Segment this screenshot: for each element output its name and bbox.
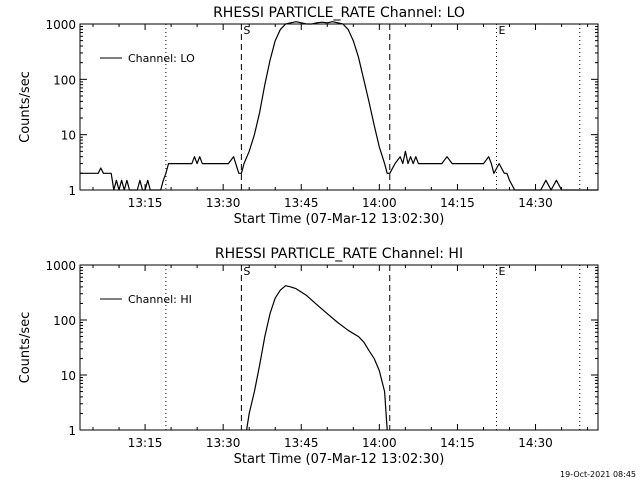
x-tick-label: 13:45 — [284, 196, 319, 210]
y-axis-label: Counts/sec — [18, 71, 33, 143]
x-tick-label: 14:30 — [518, 196, 553, 210]
legend-label: Channel: LO — [128, 52, 195, 65]
y-tick-label: 1000 — [45, 18, 76, 32]
x-axis-label: Start Time (07-Mar-12 13:02:30) — [234, 212, 445, 227]
y-tick-label: 1000 — [45, 259, 76, 273]
series-line — [80, 21, 598, 191]
y-tick-label: 10 — [61, 129, 76, 143]
y-tick-label: 100 — [53, 73, 76, 87]
chart-title: RHESSI PARTICLE_RATE Channel: LO — [213, 5, 465, 21]
x-axis-label: Start Time (07-Mar-12 13:02:30) — [234, 452, 445, 467]
plot-frame — [79, 264, 599, 431]
x-tick-label: 13:30 — [206, 196, 241, 210]
x-tick-label: 14:30 — [518, 436, 553, 450]
marker-label: S — [243, 24, 250, 37]
marker-label: E — [498, 24, 505, 37]
x-tick-label: 13:45 — [284, 436, 319, 450]
y-tick-label: 100 — [53, 314, 76, 328]
x-tick-label: 14:00 — [362, 196, 397, 210]
x-tick-label: 14:00 — [362, 436, 397, 450]
legend-label: Channel: HI — [128, 293, 192, 306]
x-tick-label: 13:30 — [206, 436, 241, 450]
x-tick-label: 14:15 — [440, 196, 475, 210]
y-tick-label: 1 — [68, 184, 76, 198]
timestamp-stamp: 19-Oct-2021 08:45 — [560, 470, 636, 479]
y-tick-label: 10 — [61, 369, 76, 383]
plot-frame — [79, 23, 599, 191]
y-axis-label: Counts/sec — [18, 312, 33, 384]
marker-label: E — [498, 265, 505, 278]
series-line — [246, 285, 388, 431]
chart-title: RHESSI PARTICLE_RATE Channel: HI — [215, 246, 463, 262]
x-tick-label: 14:15 — [440, 436, 475, 450]
y-tick-label: 1 — [68, 424, 76, 438]
chart-panel-2: RHESSI PARTICLE_RATE Channel: HI 13:15 13:… — [18, 246, 599, 467]
chart-panel-1: RHESSI PARTICLE_RATE Channel: LO 13:15 13:… — [18, 5, 599, 227]
x-tick-label: 13:15 — [128, 196, 163, 210]
x-tick-label: 13:15 — [128, 436, 163, 450]
marker-label: S — [243, 265, 250, 278]
